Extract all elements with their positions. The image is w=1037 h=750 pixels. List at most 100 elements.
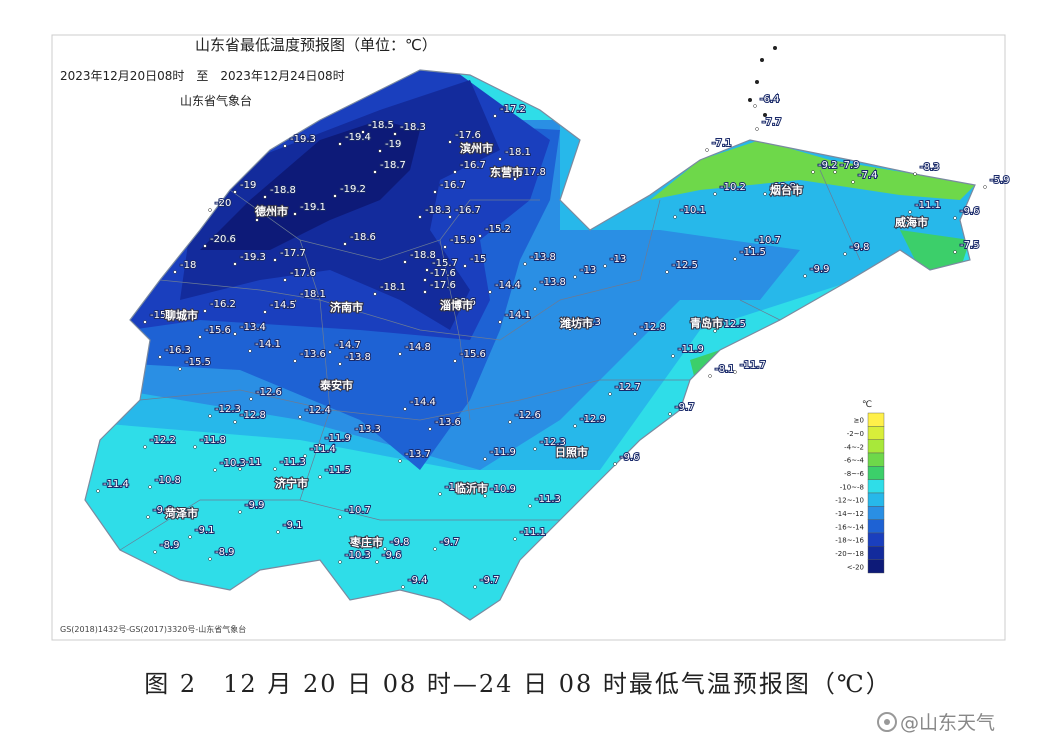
city-name: 滨州市 bbox=[460, 141, 493, 155]
station-dot bbox=[533, 447, 537, 451]
station-temperature: -8.3 bbox=[920, 162, 940, 173]
station-dot bbox=[203, 244, 207, 248]
legend-label: -8~-6 bbox=[844, 470, 864, 478]
station-temperature: -12.7 bbox=[615, 382, 641, 393]
station-temperature: -7.1 bbox=[712, 138, 732, 149]
station-temperature: -18.3 bbox=[425, 205, 451, 216]
station-dot bbox=[443, 307, 447, 311]
station-dot bbox=[403, 260, 407, 264]
station-temperature: -11 bbox=[245, 457, 261, 468]
station-dot bbox=[533, 287, 537, 291]
station-temperature: -6.4 bbox=[760, 94, 780, 105]
station-dot bbox=[433, 547, 437, 551]
station-dot bbox=[298, 415, 302, 419]
station-temperature: -18.5 bbox=[368, 120, 394, 131]
legend-label: -18~-16 bbox=[835, 537, 864, 545]
station-temperature: -13.3 bbox=[355, 424, 381, 435]
agency: 山东省气象台 bbox=[180, 93, 252, 108]
station-dot bbox=[448, 140, 452, 144]
station-temperature: -9.7 bbox=[440, 537, 460, 548]
station-dot bbox=[671, 354, 675, 358]
station-dot bbox=[233, 262, 237, 266]
station-dot bbox=[333, 194, 337, 198]
station-temperature: -19.2 bbox=[340, 184, 366, 195]
station-dot bbox=[908, 210, 912, 214]
city-name: 德州市 bbox=[254, 204, 288, 218]
station-dot bbox=[213, 468, 217, 472]
station-temperature: -14.7 bbox=[335, 340, 361, 351]
station-temperature: -9.9 bbox=[810, 264, 830, 275]
province-outline bbox=[84, 69, 976, 621]
station-dot bbox=[158, 355, 162, 359]
station-dot bbox=[763, 192, 767, 196]
station-dot bbox=[318, 443, 322, 447]
station-temperature: -13.3 bbox=[575, 317, 601, 328]
station-dot bbox=[423, 278, 427, 282]
legend-label: -2~0 bbox=[847, 430, 864, 438]
station-temperature: -7.7 bbox=[762, 117, 782, 128]
watermark: @山东天气 bbox=[900, 712, 995, 734]
map-source: GS(2018)1432号-GS(2017)3320号-山东省气象台 bbox=[60, 624, 246, 634]
station-temperature: -14.4 bbox=[495, 280, 521, 291]
station-dot bbox=[378, 149, 382, 153]
station-dot bbox=[568, 327, 572, 331]
islands bbox=[748, 46, 777, 117]
legend-label: -12~-10 bbox=[835, 497, 864, 505]
legend-label: -14~-12 bbox=[835, 510, 864, 518]
station-temperature: -13.8 bbox=[345, 352, 371, 363]
station-temperature: -9.8 bbox=[850, 242, 870, 253]
station-temperature: -12.3 bbox=[215, 404, 241, 415]
station-dot bbox=[398, 352, 402, 356]
watermark-icon bbox=[877, 712, 897, 732]
station-temperature: -13.7 bbox=[405, 449, 431, 460]
station-dot bbox=[483, 457, 487, 461]
station-temperature: -13.8 bbox=[530, 252, 556, 263]
station-temperature: -13.6 bbox=[300, 349, 326, 360]
legend-label: -16~-14 bbox=[835, 523, 864, 531]
station-temperature: -9.6 bbox=[960, 206, 980, 217]
station-temperature: -19 bbox=[385, 139, 401, 150]
station-temperature: -14.4 bbox=[410, 397, 436, 408]
station-dot bbox=[233, 190, 237, 194]
station-dot bbox=[373, 292, 377, 296]
station-dot bbox=[263, 195, 267, 199]
station-dot bbox=[276, 530, 280, 534]
city-name: 东营市 bbox=[490, 165, 523, 179]
station-dot bbox=[318, 475, 322, 479]
station-dot bbox=[528, 504, 532, 508]
station-temperature: -17.6 bbox=[290, 268, 316, 279]
station-dot bbox=[348, 434, 352, 438]
station-temperature: -18.1 bbox=[300, 289, 326, 300]
city-name: 菏泽市 bbox=[165, 506, 198, 520]
city-name: 日照市 bbox=[555, 445, 588, 459]
station-temperature: -9.7 bbox=[480, 575, 500, 586]
station-temperature: -11.8 bbox=[200, 435, 226, 446]
station-dot bbox=[811, 170, 815, 174]
station-dot bbox=[403, 407, 407, 411]
station-dot bbox=[513, 537, 517, 541]
station-dot bbox=[233, 420, 237, 424]
forecast-period: 2023年12月20日08时 至 2023年12月24日08时 bbox=[60, 69, 345, 83]
station-dot bbox=[488, 290, 492, 294]
legend-label: -20~-18 bbox=[835, 550, 864, 558]
city-name: 临沂市 bbox=[455, 481, 488, 495]
station-dot bbox=[953, 250, 957, 254]
station-temperature: -17.7 bbox=[280, 248, 306, 259]
station-dot bbox=[851, 180, 855, 184]
station-temperature: -18.1 bbox=[505, 147, 531, 158]
station-temperature: -12.2 bbox=[150, 435, 176, 446]
station-temperature: -11.4 bbox=[103, 479, 129, 490]
station-temperature: -19.3 bbox=[290, 134, 316, 145]
station-temperature: -9.6 bbox=[382, 550, 402, 561]
station-temperature: -17.8 bbox=[520, 167, 546, 178]
station-dot bbox=[423, 290, 427, 294]
station-dot bbox=[401, 585, 405, 589]
station-dot bbox=[146, 515, 150, 519]
city-borders bbox=[119, 169, 861, 551]
station-dot bbox=[255, 218, 259, 222]
station-dot bbox=[443, 245, 447, 249]
station-temperature: -18.1 bbox=[380, 282, 406, 293]
station-dot bbox=[203, 309, 207, 313]
legend-swatch bbox=[867, 519, 885, 534]
